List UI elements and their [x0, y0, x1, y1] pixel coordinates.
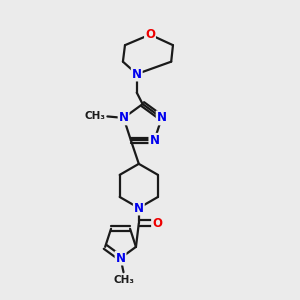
Text: N: N	[132, 68, 142, 80]
Text: CH₃: CH₃	[85, 111, 106, 122]
Text: N: N	[157, 111, 167, 124]
Text: N: N	[116, 252, 126, 265]
Text: O: O	[145, 28, 155, 41]
Text: N: N	[149, 134, 159, 147]
Text: N: N	[134, 202, 144, 214]
Text: N: N	[118, 111, 129, 124]
Text: CH₃: CH₃	[113, 275, 134, 285]
Text: O: O	[152, 217, 162, 230]
